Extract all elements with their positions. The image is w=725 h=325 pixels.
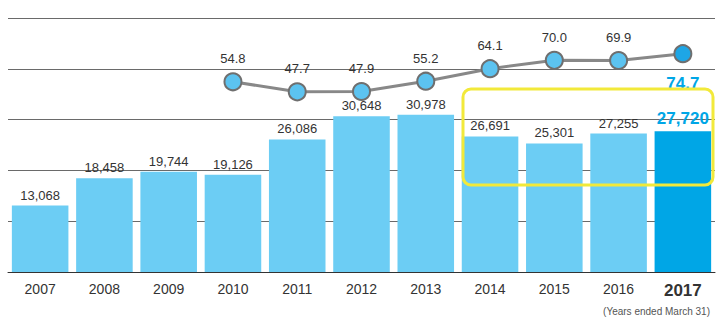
- svg-text:2013: 2013: [410, 281, 441, 297]
- svg-text:54.8: 54.8: [220, 51, 245, 66]
- svg-text:18,458: 18,458: [85, 160, 125, 175]
- svg-text:26,086: 26,086: [277, 121, 317, 136]
- svg-text:2012: 2012: [346, 281, 377, 297]
- svg-text:19,744: 19,744: [149, 154, 189, 169]
- svg-text:26,691: 26,691: [470, 118, 510, 133]
- svg-text:2008: 2008: [89, 281, 120, 297]
- svg-text:2010: 2010: [217, 281, 248, 297]
- svg-text:2017: 2017: [664, 281, 702, 300]
- svg-text:25,301: 25,301: [534, 125, 574, 140]
- svg-text:27,720: 27,720: [657, 109, 709, 128]
- svg-text:2009: 2009: [153, 281, 184, 297]
- svg-text:2014: 2014: [474, 281, 505, 297]
- svg-text:2011: 2011: [282, 281, 312, 297]
- svg-text:74.7: 74.7: [666, 74, 700, 94]
- svg-text:(Years ended March 31): (Years ended March 31): [603, 306, 710, 317]
- svg-text:47.7: 47.7: [285, 61, 310, 76]
- svg-text:27,255: 27,255: [599, 116, 639, 131]
- svg-text:64.1: 64.1: [477, 38, 502, 53]
- svg-text:69.9: 69.9: [606, 30, 631, 45]
- svg-text:2016: 2016: [603, 281, 634, 297]
- svg-text:19,126: 19,126: [213, 157, 253, 172]
- svg-text:30,648: 30,648: [341, 98, 382, 114]
- svg-text:30,978: 30,978: [406, 97, 446, 112]
- svg-text:2015: 2015: [539, 281, 570, 297]
- svg-text:47.9: 47.9: [349, 61, 374, 76]
- svg-text:55.2: 55.2: [413, 51, 438, 66]
- svg-text:2007: 2007: [25, 281, 56, 297]
- svg-text:13,068: 13,068: [20, 188, 60, 203]
- svg-text:70.0: 70.0: [542, 30, 567, 45]
